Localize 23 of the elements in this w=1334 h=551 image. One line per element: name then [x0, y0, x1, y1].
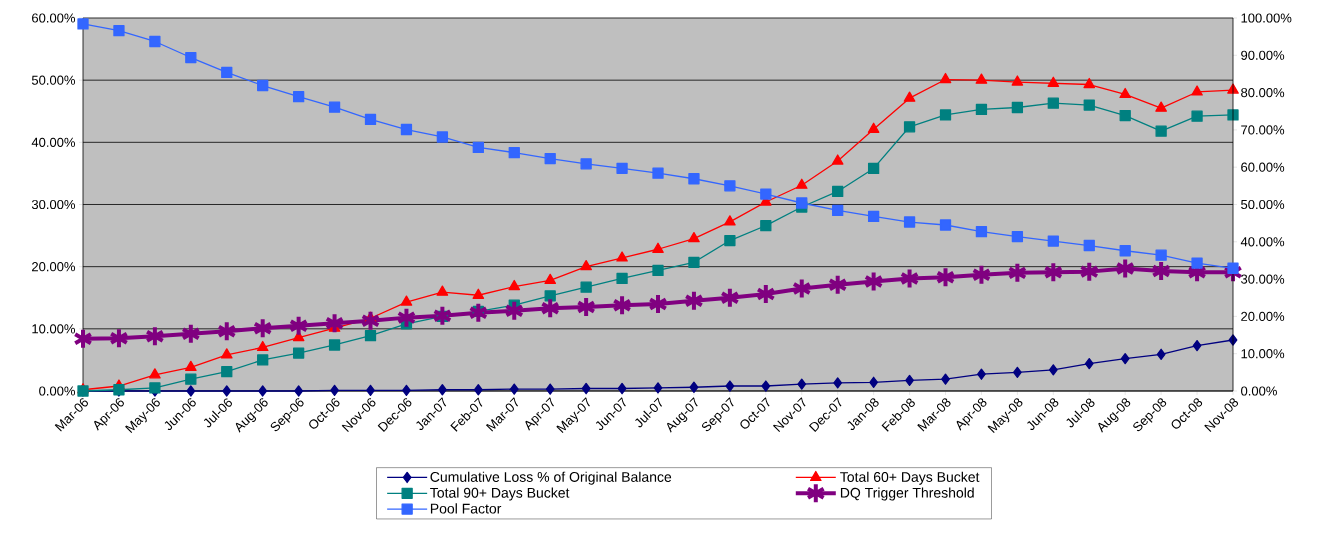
- legend-label: DQ Trigger Threshold: [840, 487, 974, 501]
- y-tick-label: 60.00%: [32, 13, 76, 23]
- y2-tick-label: 20.00%: [1241, 311, 1285, 321]
- legend-label: Total 60+ Days Bucket: [840, 471, 980, 485]
- y2-tick-label: 60.00%: [1241, 162, 1285, 172]
- y-tick-label: 50.00%: [31, 75, 76, 85]
- y2-tick-label: 80.00%: [1241, 87, 1285, 98]
- legend-label: Pool Factor: [430, 503, 502, 514]
- y-tick-label: 20.00%: [32, 262, 76, 272]
- legend-label: Total 90+ Days Bucket: [430, 487, 570, 501]
- y-tick-label: 0.00%: [39, 386, 76, 396]
- y-tick-label: 40.00%: [31, 137, 76, 147]
- y2-tick-label: 70.00%: [1241, 125, 1285, 135]
- legend-label: Cumulative Loss % of Original Balance: [430, 471, 672, 485]
- y2-tick-label: 10.00%: [1241, 349, 1285, 359]
- y2-tick-label: 40.00%: [1240, 237, 1285, 247]
- y2-tick-label: 0.00%: [1241, 386, 1277, 396]
- y-tick-label: 30.00%: [31, 199, 76, 210]
- y2-tick-label: 50.00%: [1241, 199, 1285, 210]
- y2-tick-label: 30.00%: [1241, 274, 1285, 284]
- y2-tick-label: 100.00%: [1241, 13, 1292, 23]
- y2-tick-label: 90.00%: [1241, 50, 1285, 60]
- y-tick-label: 10.00%: [32, 324, 76, 334]
